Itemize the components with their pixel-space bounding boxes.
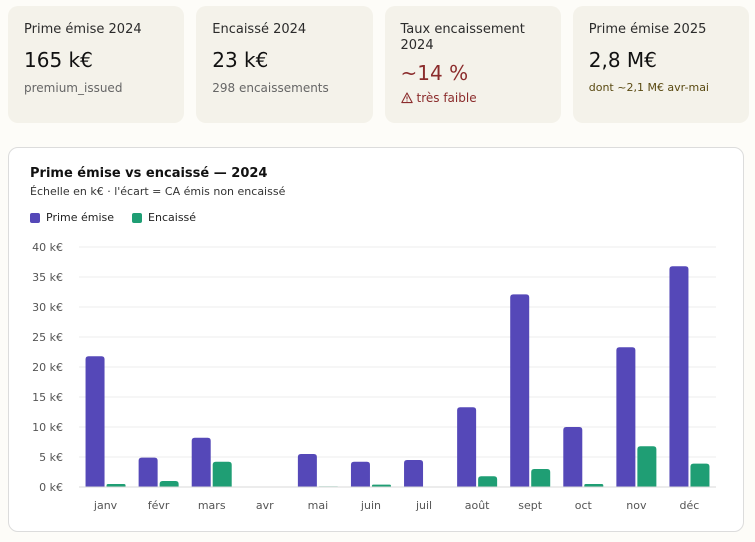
y-tick-label: 35 k€	[32, 271, 63, 284]
legend-swatch-issued	[30, 212, 40, 223]
kpi-label: Taux encaissement 2024	[400, 22, 525, 53]
bar-collected-mars	[212, 461, 232, 487]
x-tick-label: déc	[680, 499, 700, 512]
bar-collected-nov	[637, 446, 657, 487]
x-tick-label: févr	[148, 499, 170, 512]
bar-issued-nov	[616, 347, 636, 487]
y-tick-label: 15 k€	[32, 391, 63, 404]
kpi-card-issued-2025: Prime émise 2025 2,8 M€ dont ~2,1 M€ avr…	[572, 6, 749, 123]
bar-issued-mars	[191, 437, 211, 487]
x-tick-label: juin	[360, 499, 381, 512]
chart-card: Prime émise vs encaissé — 2024 Échelle e…	[8, 147, 744, 532]
bar-collected-août	[478, 476, 498, 487]
y-tick-label: 30 k€	[32, 301, 63, 314]
legend-swatch-collected	[132, 212, 143, 223]
x-tick-label: mai	[308, 499, 329, 512]
legend-item-collected: Encaissé	[132, 211, 196, 224]
legend-label-issued: Prime émise	[46, 211, 115, 224]
kpi-sub: 298 encaissements	[212, 81, 329, 95]
kpi-sub-text: très faible	[416, 91, 477, 105]
y-tick-label: 20 k€	[32, 361, 63, 374]
x-tick-label: août	[465, 499, 490, 512]
bar-issued-déc	[669, 266, 689, 487]
bar-issued-août	[457, 407, 477, 487]
x-tick-label: mars	[198, 499, 226, 512]
x-tick-label: juil	[415, 499, 432, 512]
bar-collected-févr	[159, 481, 179, 487]
bar-collected-oct	[584, 484, 604, 487]
kpi-sub-warning: très faible	[400, 90, 545, 106]
y-tick-label: 0 k€	[39, 481, 63, 494]
x-tick-label: oct	[575, 499, 593, 512]
x-tick-label: avr	[256, 499, 274, 512]
kpi-label: Encaissé 2024	[212, 22, 307, 37]
bar-collected-janv	[106, 484, 126, 487]
bar-collected-juin	[371, 484, 391, 487]
bar-chart: 0 k€ 5 k€ 10 k€ 15 k€ 20 k€ 25 k€ 30 k€ 35 k€ 40…	[32, 241, 716, 512]
kpi-card-collected-2024: Encaissé 2024 23 k€ 298 encaissements	[196, 6, 373, 123]
chart-subtitle: Échelle en k€ · l'écart = CA émis non en…	[30, 185, 286, 198]
bar-issued-juil	[404, 460, 424, 487]
bar-collected-sept	[531, 469, 551, 487]
kpi-value: 2,8 M€	[588, 48, 657, 72]
bar-collected-déc	[690, 463, 710, 487]
kpi-card-collection-rate: Taux encaissement 2024 ~14 % très faible	[384, 6, 561, 123]
kpi-row: Prime émise 2024 165 k€ premium_issued E…	[8, 6, 749, 123]
bar-issued-sept	[510, 294, 530, 487]
y-tick-label: 5 k€	[39, 451, 63, 464]
kpi-label: Prime émise 2025	[588, 22, 707, 37]
warning-icon	[400, 92, 413, 104]
bar-issued-juin	[350, 461, 370, 487]
bar-issued-mai	[297, 454, 317, 487]
x-tick-label: sept	[518, 499, 542, 512]
kpi-sub: premium_issued	[24, 81, 123, 95]
kpi-value: ~14 %	[400, 61, 469, 85]
bar-issued-oct	[563, 427, 583, 487]
y-tick-label: 25 k€	[32, 331, 63, 344]
legend-item-issued: Prime émise	[30, 211, 114, 224]
x-tick-label: janv	[93, 499, 118, 512]
x-tick-label: nov	[626, 499, 647, 512]
kpi-value: 23 k€	[212, 48, 269, 72]
bar-issued-janv	[85, 356, 105, 487]
y-tick-label: 10 k€	[32, 421, 63, 434]
kpi-label: Prime émise 2024	[24, 22, 142, 37]
kpi-card-issued-2024: Prime émise 2024 165 k€ premium_issued	[8, 6, 185, 123]
bar-issued-févr	[138, 457, 158, 487]
chart-legend: Prime émise Encaissé	[30, 211, 196, 224]
kpi-sub: dont ~2,1 M€ avr-mai	[588, 81, 709, 94]
y-tick-label: 40 k€	[32, 241, 63, 254]
legend-label-collected: Encaissé	[148, 211, 197, 224]
chart-title: Prime émise vs encaissé — 2024	[30, 166, 268, 181]
kpi-value: 165 k€	[24, 48, 93, 72]
